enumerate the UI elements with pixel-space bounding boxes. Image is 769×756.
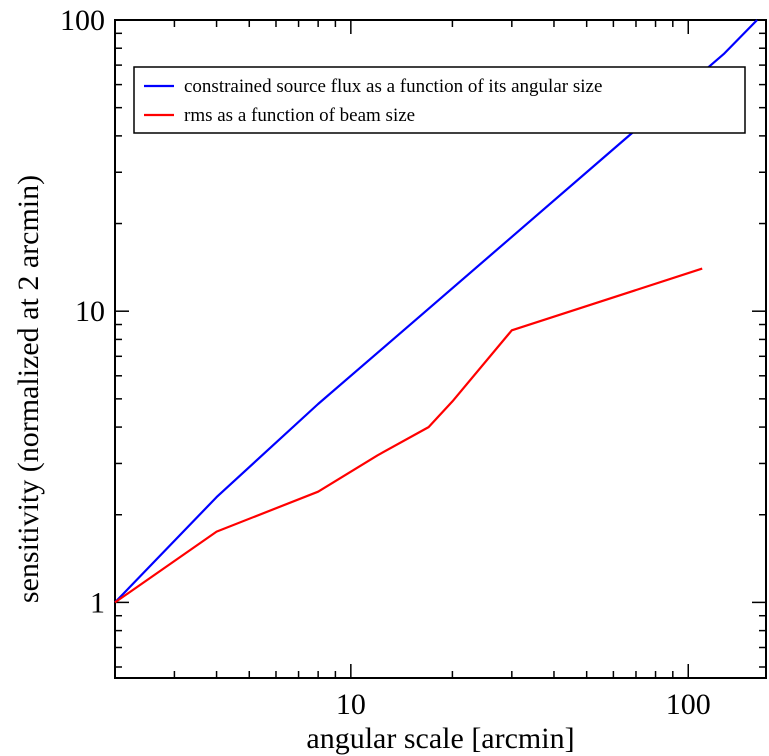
x-tick-label: 100 — [666, 688, 711, 721]
y-tick-label: 1 — [90, 586, 105, 619]
y-tick-label: 10 — [75, 295, 105, 328]
legend: constrained source flux as a function of… — [133, 66, 746, 134]
tick-labels: 10 100 1 10 100 — [60, 4, 711, 721]
plot-area — [114, 19, 767, 679]
legend-label-1: constrained source flux as a function of… — [184, 76, 602, 97]
minor-ticks — [114, 20, 766, 678]
series-line-2 — [114, 267, 703, 604]
x-tick-label: 10 — [336, 688, 366, 721]
x-axis-label: angular scale [arcmin] — [306, 722, 574, 755]
y-tick-label: 100 — [60, 4, 105, 37]
plot-frame — [114, 19, 767, 679]
legend-label-2: rms as a function of beam size — [184, 105, 415, 126]
y-axis-label: sensitivity (normalized at 2 arcmin) — [12, 175, 45, 603]
major-ticks — [115, 19, 766, 678]
legend-box — [133, 66, 746, 134]
